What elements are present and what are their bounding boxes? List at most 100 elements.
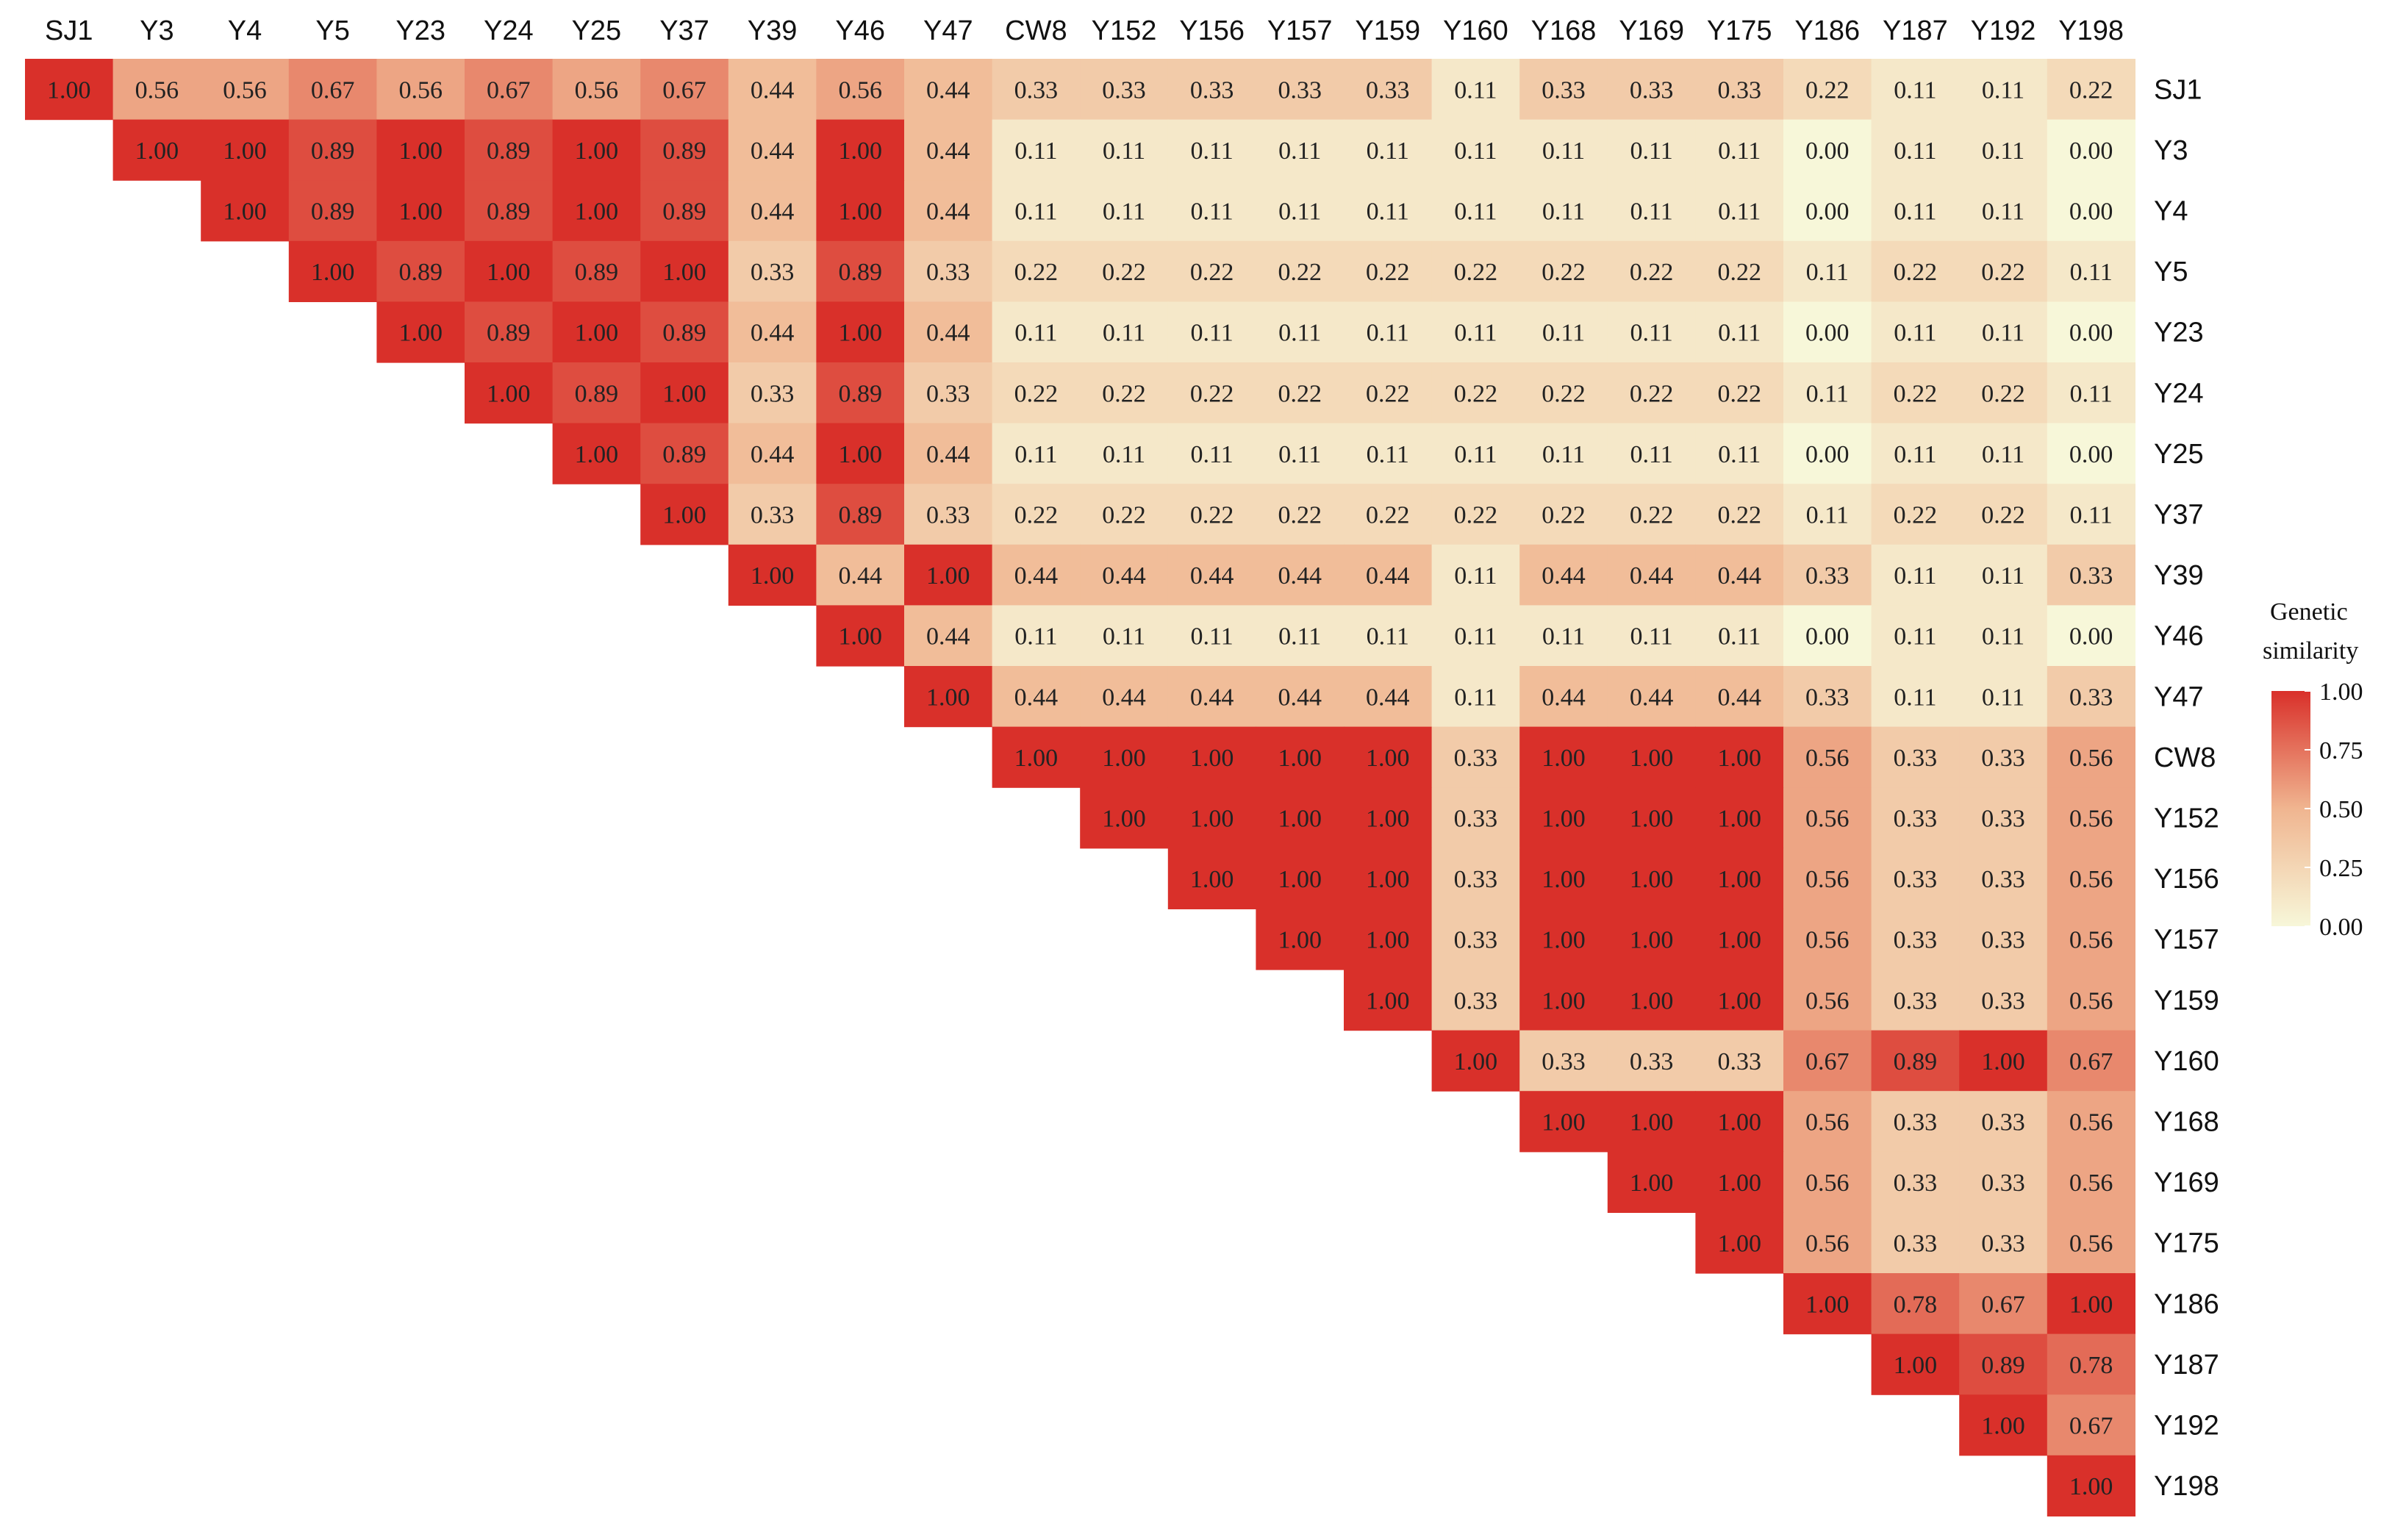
cell-value-y5-y37: 1.00 — [662, 259, 706, 286]
cell-value-y152-y187: 0.33 — [1894, 806, 1938, 833]
heatmap-cell-y3-y187 — [1871, 119, 1960, 181]
heatmap-cell-y25-y160 — [1431, 423, 1520, 484]
heatmap-cell-y169-y187 — [1871, 1151, 1960, 1213]
cell-value-y159-y186: 0.56 — [1805, 987, 1850, 1014]
heatmap-cell-y192-y192 — [1959, 1394, 2048, 1456]
heatmap-cell-y152-y159 — [1344, 787, 1433, 849]
heatmap-cell-y3-y23 — [376, 119, 465, 181]
heatmap-cell-y25-y186 — [1783, 423, 1872, 484]
heatmap-cell-y160-y168 — [1519, 1030, 1608, 1092]
heatmap-cell-sj1-y159 — [1344, 59, 1433, 121]
heatmap-cell-y152-y186 — [1783, 787, 1872, 849]
cell-value-y5-y46: 0.89 — [838, 259, 882, 286]
heatmap-cell-y187-y187 — [1871, 1333, 1960, 1395]
cell-value-y3-cw8: 0.11 — [1014, 137, 1057, 165]
heatmap-cell-y37-y157 — [1256, 484, 1345, 545]
cell-value-y152-y169: 1.00 — [1630, 806, 1674, 833]
heatmap-cell-y152-y157 — [1256, 787, 1345, 849]
heatmap-cell-y159-y168 — [1519, 970, 1608, 1031]
cell-value-y39-y175: 0.44 — [1717, 562, 1761, 590]
cell-value-y5-y175: 0.22 — [1717, 259, 1761, 286]
heatmap-cell-y47-y157 — [1256, 666, 1345, 728]
cell-value-y5-y168: 0.22 — [1542, 259, 1586, 286]
heatmap-cell-sj1-y168 — [1519, 59, 1608, 121]
heatmap-cell-y152-y160 — [1431, 787, 1520, 849]
heatmap-cell-y3-y24 — [465, 119, 554, 181]
cell-value-y24-y46: 0.89 — [838, 380, 882, 407]
heatmap-cell-y37-y168 — [1519, 484, 1608, 545]
heatmap-cell-y5-y23 — [376, 240, 465, 302]
cell-value-sj1-y39: 0.44 — [751, 76, 795, 104]
cell-value-y25-y169: 0.11 — [1630, 441, 1672, 468]
cell-value-y37-y47: 0.33 — [926, 502, 970, 529]
cell-value-y46-y157: 0.11 — [1278, 623, 1321, 651]
cell-value-y156-y186: 0.56 — [1805, 866, 1850, 893]
cell-value-cw8-cw8: 1.00 — [1014, 745, 1059, 772]
cell-value-sj1-y47: 0.44 — [926, 76, 970, 104]
cell-value-y46-y186: 0.00 — [1805, 623, 1850, 651]
row-label-y25: Y25 — [2154, 439, 2204, 470]
heatmap-cell-y39-y187 — [1871, 544, 1960, 606]
heatmap-cell-y5-cw8 — [992, 240, 1081, 302]
heatmap-cell-sj1-y39 — [728, 59, 817, 121]
heatmap-cell-y3-y192 — [1959, 119, 2048, 181]
cell-value-y25-y156: 0.11 — [1190, 441, 1233, 468]
cell-value-y186-y192: 0.67 — [1981, 1291, 2025, 1318]
heatmap-cell-y157-y186 — [1783, 909, 1872, 970]
cell-value-y24-y47: 0.33 — [926, 380, 970, 407]
heatmap-cell-y23-y156 — [1167, 301, 1256, 363]
heatmap-cell-sj1-y198 — [2047, 59, 2135, 121]
heatmap-cell-y5-y47 — [904, 240, 993, 302]
heatmap-cell-y37-y37 — [640, 484, 729, 545]
cell-value-y3-y192: 0.11 — [1982, 137, 2024, 165]
heatmap-cell-y46-cw8 — [992, 605, 1081, 667]
cell-value-y156-y169: 1.00 — [1630, 866, 1674, 893]
cell-value-y39-y152: 0.44 — [1102, 562, 1146, 590]
cell-value-y23-y25: 1.00 — [575, 320, 619, 347]
heatmap-cell-y169-y186 — [1783, 1151, 1872, 1213]
heatmap-cell-y4-cw8 — [992, 180, 1081, 242]
cell-value-y160-y186: 0.67 — [1805, 1048, 1850, 1075]
cell-value-y192-y198: 0.67 — [2069, 1413, 2113, 1440]
heatmap-cell-y4-y25 — [552, 180, 641, 242]
heatmap-cell-y169-y169 — [1607, 1151, 1696, 1213]
heatmap-cell-y39-y46 — [816, 544, 905, 606]
legend-tick-label: 0.00 — [2319, 914, 2363, 941]
cell-value-y5-y169: 0.22 — [1630, 259, 1674, 286]
cell-value-y159-y159: 1.00 — [1366, 987, 1410, 1014]
cell-value-y39-y198: 0.33 — [2069, 562, 2113, 590]
heatmap-cell-y5-y46 — [816, 240, 905, 302]
cell-value-y46-y187: 0.11 — [1894, 623, 1936, 651]
heatmap-cell-y25-y198 — [2047, 423, 2135, 484]
cell-value-y23-y168: 0.11 — [1542, 320, 1585, 347]
heatmap-cell-y46-y169 — [1607, 605, 1696, 667]
column-label-y192: Y192 — [1971, 15, 2036, 46]
heatmap-cell-y152-y192 — [1959, 787, 2048, 849]
column-label-cw8: CW8 — [1005, 15, 1067, 46]
cell-value-y4-y157: 0.11 — [1278, 198, 1321, 226]
heatmap-cell-y5-y39 — [728, 240, 817, 302]
heatmap-cell-y168-y175 — [1695, 1091, 1784, 1153]
cell-value-y25-y157: 0.11 — [1278, 441, 1321, 468]
heatmap-cell-y47-y160 — [1431, 666, 1520, 728]
cell-value-y24-y24: 1.00 — [487, 380, 531, 407]
heatmap-cell-y3-y198 — [2047, 119, 2135, 181]
heatmap-cell-y168-y187 — [1871, 1091, 1960, 1153]
cell-value-cw8-y157: 1.00 — [1278, 745, 1322, 772]
cell-value-y157-y159: 1.00 — [1366, 927, 1410, 954]
heatmap-cell-y159-y186 — [1783, 970, 1872, 1031]
heatmap-cell-y23-y192 — [1959, 301, 2048, 363]
cell-value-y5-y198: 0.11 — [2069, 259, 2112, 286]
row-label-y169: Y169 — [2154, 1167, 2219, 1198]
column-label-y23: Y23 — [395, 15, 445, 46]
heatmap-cell-y152-y168 — [1519, 787, 1608, 849]
cell-value-y46-y192: 0.11 — [1982, 623, 2024, 651]
heatmap-cell-y5-y198 — [2047, 240, 2135, 302]
cell-value-y25-y25: 1.00 — [575, 441, 619, 468]
cell-value-y5-cw8: 0.22 — [1014, 259, 1059, 286]
cell-value-y3-y4: 1.00 — [223, 137, 267, 165]
row-label-y159: Y159 — [2154, 985, 2219, 1016]
heatmap-cell-y159-y187 — [1871, 970, 1960, 1031]
column-label-y198: Y198 — [2058, 15, 2124, 46]
heatmap-cell-y47-cw8 — [992, 666, 1081, 728]
